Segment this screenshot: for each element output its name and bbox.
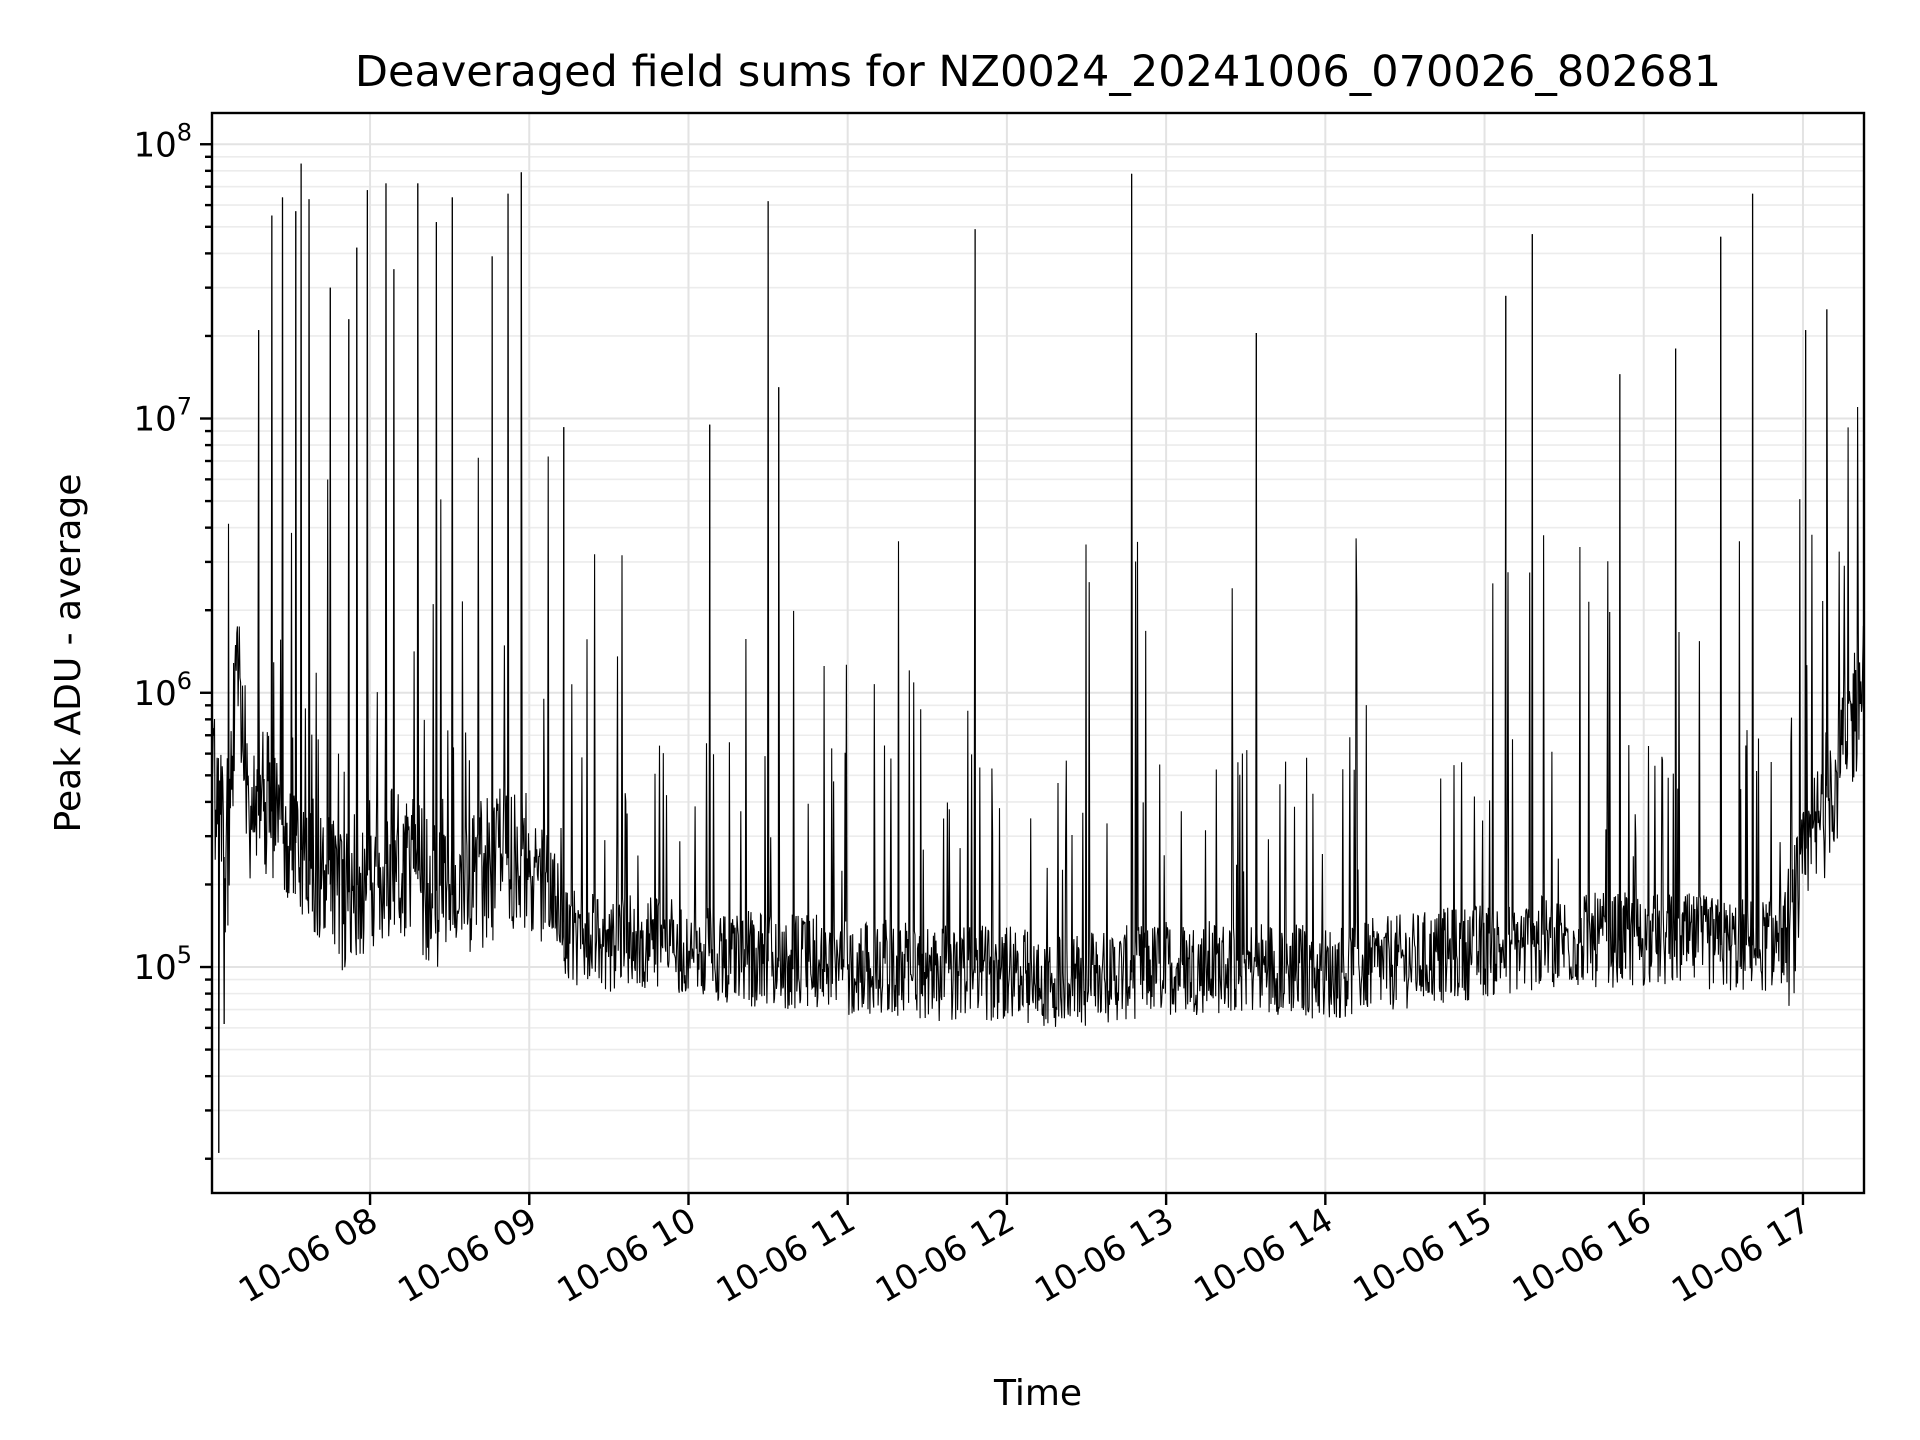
y-tick-label: 107 xyxy=(133,393,192,440)
series-layer xyxy=(211,163,1865,1153)
chart-title: Deaveraged field sums for NZ0024_2024100… xyxy=(355,47,1721,97)
y-axis-label: Peak ADU - average xyxy=(48,474,89,833)
y-tick-label: 108 xyxy=(133,118,192,165)
y-tick-label: 106 xyxy=(133,667,192,714)
y-tick-label: 105 xyxy=(133,941,192,988)
plot-frame xyxy=(210,111,1866,1195)
x-axis-label: Time xyxy=(993,1373,1082,1414)
series-line xyxy=(211,163,1865,1153)
